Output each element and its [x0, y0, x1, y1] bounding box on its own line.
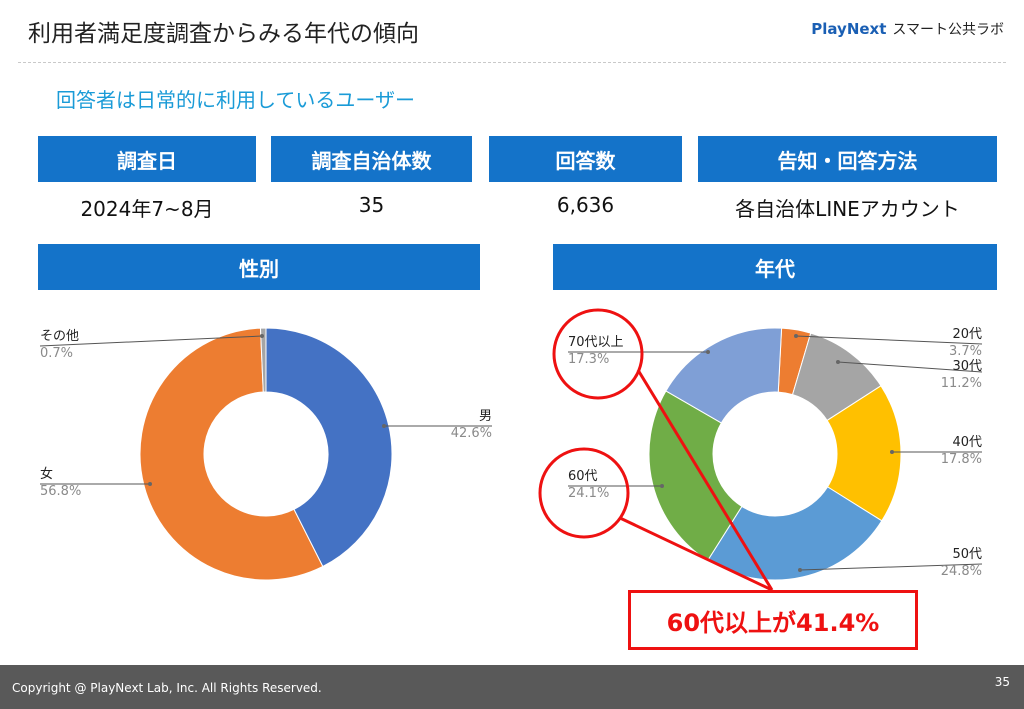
slice-40代 [826, 385, 902, 522]
page-number: 35 [994, 675, 1010, 689]
copyright-text: Copyright @ PlayNext Lab, Inc. All Right… [12, 681, 322, 695]
summary-header-responses: 回答数 [489, 136, 682, 182]
value-label: 24.8% [941, 564, 982, 579]
highlight-circle [538, 447, 630, 539]
leader-dot [794, 334, 798, 338]
value-label: 0.7% [40, 346, 73, 361]
highlight-line [636, 369, 774, 591]
value-label: 56.8% [40, 484, 81, 499]
slice-70代以上 [665, 327, 783, 424]
category-label: 男 [479, 409, 492, 424]
summary-value-date: 2024年7~8月 [80, 197, 214, 221]
value-label: 17.3% [568, 352, 609, 367]
leader-dot [260, 334, 264, 338]
leader-dot [382, 424, 386, 428]
subtitle: 回答者は日常的に利用しているユーザー [56, 88, 415, 112]
summary-header-municipalities: 調査自治体数 [271, 136, 472, 182]
leader-line [39, 335, 263, 347]
category-label: その他 [40, 329, 79, 344]
highlight-line [619, 516, 773, 592]
brand-logo-text: PlayNext [811, 20, 887, 38]
slice-男 [265, 327, 393, 568]
category-label: 50代 [952, 547, 982, 562]
value-label: 11.2% [941, 376, 982, 391]
category-label: 60代 [568, 469, 598, 484]
summary-header-method: 告知・回答方法 [698, 136, 997, 182]
summary-header-date: 調査日 [38, 136, 256, 182]
leader-dot [798, 568, 802, 572]
leader-dot [706, 350, 710, 354]
slice-60代 [648, 390, 743, 562]
header-divider [18, 62, 1006, 63]
brand-lab-text: スマート公共ラボ [892, 22, 1004, 38]
value-label: 42.6% [451, 426, 492, 441]
leader-line [795, 335, 983, 345]
leader-line [837, 361, 983, 373]
slice-女 [139, 327, 324, 581]
leader-dot [836, 360, 840, 364]
leader-dot [148, 482, 152, 486]
gender-chart-title: 性別 [38, 244, 480, 290]
leader-line [799, 563, 983, 571]
category-label: 女 [40, 466, 53, 482]
gender-donut-chart: 男 42.6% 女 56.8% その他 0.7% [39, 327, 492, 581]
value-label: 24.1% [568, 486, 609, 501]
summary-value-responses: 6,636 [556, 193, 615, 217]
summary-value-municipalities: 35 [358, 193, 385, 217]
highlight-annotations [538, 308, 774, 592]
footer: Copyright @ PlayNext Lab, Inc. All Right… [0, 665, 1024, 709]
age-donut-chart: 20代 3.7%30代 11.2% 40代 17.8% 50代 24.8% 60代 24.1% 7… [568, 327, 983, 581]
leader-dot [890, 450, 894, 454]
category-label: 20代 [952, 327, 982, 342]
callout-box: 60代以上が41.4% [628, 590, 918, 650]
leader-dot [660, 484, 664, 488]
slice-その他 [259, 327, 267, 393]
page-title: 利用者満足度調査からみる年代の傾向 [28, 21, 419, 47]
summary-value-method: 各自治体LINEアカウント [735, 197, 960, 221]
category-label: 40代 [952, 435, 982, 450]
value-label: 3.7% [949, 344, 982, 359]
brand-logo: PlayNext スマート公共ラボ [811, 19, 1004, 39]
age-chart-title: 年代 [553, 244, 997, 290]
value-label: 17.8% [941, 452, 982, 467]
category-label: 70代以上 [568, 335, 624, 350]
highlight-circle [552, 308, 644, 400]
category-label: 30代 [952, 359, 982, 374]
